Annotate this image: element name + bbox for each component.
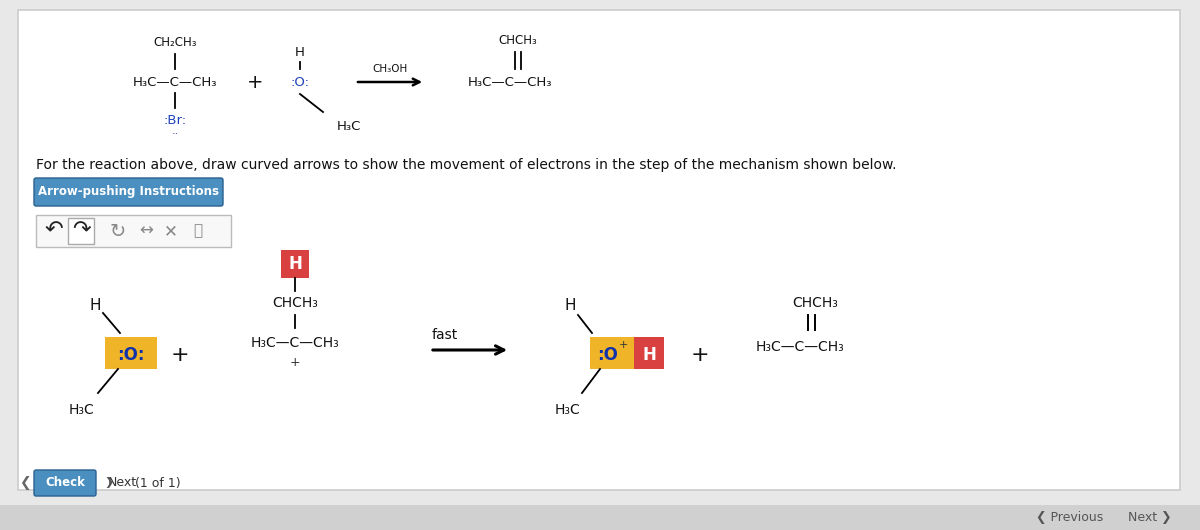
Bar [0, 505, 1200, 530]
Text: :O:: :O: [118, 346, 145, 364]
Text: +: + [691, 345, 709, 365]
Text: H: H [642, 346, 656, 364]
Text: H: H [295, 46, 305, 58]
Text: H₃C—C—CH₃: H₃C—C—CH₃ [756, 340, 845, 354]
Text: CH₃OH: CH₃OH [372, 64, 408, 74]
Text: fast: fast [432, 328, 458, 342]
FancyBboxPatch shape [68, 218, 94, 244]
Text: CHCH₃: CHCH₃ [792, 296, 838, 310]
FancyBboxPatch shape [106, 337, 157, 369]
Text: ↷: ↷ [72, 221, 90, 241]
Text: +: + [170, 345, 190, 365]
FancyBboxPatch shape [590, 337, 634, 369]
Text: Next: Next [108, 476, 137, 490]
Text: (1 of 1): (1 of 1) [134, 476, 181, 490]
Text: ❮ Previous: ❮ Previous [1037, 510, 1104, 524]
Text: ↔: ↔ [139, 222, 152, 240]
FancyBboxPatch shape [634, 337, 664, 369]
Text: +: + [618, 340, 628, 350]
Text: Next ❯: Next ❯ [1128, 510, 1172, 524]
Text: H₃C: H₃C [556, 403, 581, 417]
Text: H₃C: H₃C [337, 119, 361, 132]
Text: 🗑: 🗑 [193, 224, 203, 238]
Text: CHCH₃: CHCH₃ [272, 296, 318, 310]
Text: H₃C: H₃C [70, 403, 95, 417]
Text: :O:: :O: [290, 75, 310, 89]
Text: ❮: ❮ [19, 476, 31, 490]
Text: ↶: ↶ [44, 221, 64, 241]
Text: CH₂CH₃: CH₂CH₃ [154, 36, 197, 49]
Text: Arrow-pushing Instructions: Arrow-pushing Instructions [37, 186, 218, 199]
Text: Check: Check [46, 476, 85, 490]
Text: +: + [289, 357, 300, 369]
Text: CHCH₃: CHCH₃ [499, 33, 538, 47]
Text: :O: :O [598, 346, 618, 364]
Text: H: H [564, 297, 576, 313]
FancyBboxPatch shape [36, 215, 230, 247]
Text: H: H [288, 255, 302, 273]
Text: H₃C—C—CH₃: H₃C—C—CH₃ [133, 75, 217, 89]
Text: ··: ·· [172, 129, 179, 139]
FancyBboxPatch shape [34, 470, 96, 496]
Text: ✕: ✕ [164, 222, 178, 240]
Text: H: H [89, 297, 101, 313]
FancyBboxPatch shape [281, 250, 310, 278]
Text: H₃C—C—CH₃: H₃C—C—CH₃ [251, 336, 340, 350]
FancyBboxPatch shape [34, 178, 223, 206]
Text: :Br:: :Br: [163, 113, 186, 127]
Text: For the reaction above, draw curved arrows to show the movement of electrons in : For the reaction above, draw curved arro… [36, 158, 896, 172]
Text: H₃C—C—CH₃: H₃C—C—CH₃ [468, 75, 552, 89]
Text: ❯: ❯ [104, 478, 113, 489]
Text: +: + [247, 73, 263, 92]
FancyBboxPatch shape [18, 10, 1180, 490]
Text: ↻: ↻ [110, 222, 126, 241]
